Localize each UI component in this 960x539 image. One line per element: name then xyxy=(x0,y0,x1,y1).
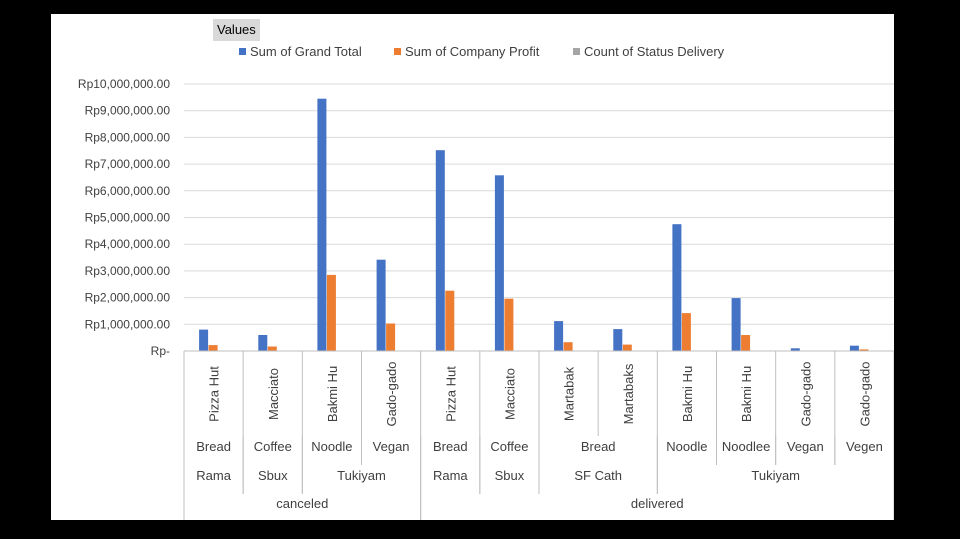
x-group-label-l3-5: SF Cath xyxy=(574,468,622,483)
chart-panel: Values Rp- Rp1,000,000.00 Rp2,000,000.00 Rp… xyxy=(51,14,894,520)
x-group-label-l2-5: Coffee xyxy=(490,439,528,454)
x-category-label-6: Martabak xyxy=(562,366,577,421)
x-group-label-l3-6: Tukiyam xyxy=(751,468,800,483)
bar-s1-c5 xyxy=(504,298,514,351)
legend-label-1: Sum of Company Profit xyxy=(405,44,540,59)
bar-s0-c9 xyxy=(731,298,741,351)
x-group-label-l3-3: Rama xyxy=(433,468,468,483)
y-tick-label-2: Rp2,000,000.00 xyxy=(85,291,171,305)
x-category-label-2: Bakmi Hu xyxy=(325,366,340,422)
x-group-label-l2-1: Coffee xyxy=(254,439,292,454)
legend-label-0: Sum of Grand Total xyxy=(250,44,362,59)
bar-s1-c0 xyxy=(208,345,218,351)
x-group-label-l2-10: Vegen xyxy=(846,439,883,454)
x-group-label-l2-8: Noodlee xyxy=(722,439,770,454)
legend-swatch-1 xyxy=(394,48,401,55)
bar-s1-c11 xyxy=(859,349,869,351)
bar-s0-c0 xyxy=(199,329,209,351)
bar-s1-c7 xyxy=(622,344,632,351)
bar-s0-c10 xyxy=(790,348,800,351)
legend-swatch-2 xyxy=(573,48,580,55)
bar-s0-c7 xyxy=(613,329,623,351)
x-group-label-l2-9: Vegan xyxy=(787,439,824,454)
x-category-label-5: Macciato xyxy=(502,368,517,420)
bar-s0-c2 xyxy=(317,98,327,351)
x-category-label-0: Pizza Hut xyxy=(207,366,222,422)
x-category-label-3: Gado-gado xyxy=(384,361,399,426)
values-field-button[interactable]: Values xyxy=(213,19,260,41)
x-category-label-9: Bakmi Hu xyxy=(739,366,754,422)
y-tick-label-0: Rp- xyxy=(151,344,170,358)
bar-s0-c11 xyxy=(849,345,859,351)
x-group-label-l2-0: Bread xyxy=(196,439,231,454)
y-tick-label-8: Rp8,000,000.00 xyxy=(85,130,171,144)
y-tick-label-4: Rp4,000,000.00 xyxy=(85,237,171,251)
x-group-label-l2-7: Noodle xyxy=(666,439,707,454)
x-group-label-l3-0: Rama xyxy=(196,468,231,483)
x-group-label-l2-4: Bread xyxy=(433,439,468,454)
y-tick-label-9: Rp9,000,000.00 xyxy=(85,104,171,118)
x-group-label-l3-2: Tukiyam xyxy=(337,468,386,483)
bar-s1-c1 xyxy=(267,346,277,351)
x-category-label-4: Pizza Hut xyxy=(443,366,458,422)
x-group-label-l2-2: Noodle xyxy=(311,439,352,454)
y-tick-label-1: Rp1,000,000.00 xyxy=(85,317,171,331)
x-group-label-l4-0: canceled xyxy=(276,496,328,511)
y-tick-label-3: Rp3,000,000.00 xyxy=(85,264,171,278)
x-category-label-10: Gado-gado xyxy=(798,361,813,426)
x-group-label-l2-6: Bread xyxy=(581,439,616,454)
bar-s0-c5 xyxy=(494,175,504,351)
bar-s0-c3 xyxy=(376,259,386,351)
x-group-label-l3-4: Sbux xyxy=(495,468,525,483)
bar-s0-c8 xyxy=(672,224,682,351)
x-category-label-8: Bakmi Hu xyxy=(680,366,695,422)
bar-s1-c3 xyxy=(386,323,396,351)
y-tick-label-6: Rp6,000,000.00 xyxy=(85,184,171,198)
bar-s1-c8 xyxy=(681,313,691,351)
x-category-label-11: Gado-gado xyxy=(857,361,872,426)
bar-s0-c6 xyxy=(554,321,564,351)
x-category-label-7: Martabaks xyxy=(621,363,636,424)
legend-swatch-0 xyxy=(239,48,246,55)
bar-s0-c4 xyxy=(435,150,445,351)
x-category-label-1: Macciato xyxy=(266,368,281,420)
bar-s1-c9 xyxy=(741,335,751,351)
y-tick-label-7: Rp7,000,000.00 xyxy=(85,157,171,171)
y-tick-label-5: Rp5,000,000.00 xyxy=(85,211,171,225)
y-tick-label-10: Rp10,000,000.00 xyxy=(78,77,170,91)
bar-s1-c6 xyxy=(563,342,573,351)
chart-svg: Rp- Rp1,000,000.00 Rp2,000,000.00 Rp3,000,0… xyxy=(78,44,894,520)
bar-s1-c4 xyxy=(445,290,455,351)
x-group-label-l4-1: delivered xyxy=(631,496,684,511)
x-group-label-l2-3: Vegan xyxy=(373,439,410,454)
legend-label-2: Count of Status Delivery xyxy=(584,44,725,59)
x-group-label-l3-1: Sbux xyxy=(258,468,288,483)
bar-s0-c1 xyxy=(258,335,268,351)
bar-s1-c2 xyxy=(326,274,336,351)
